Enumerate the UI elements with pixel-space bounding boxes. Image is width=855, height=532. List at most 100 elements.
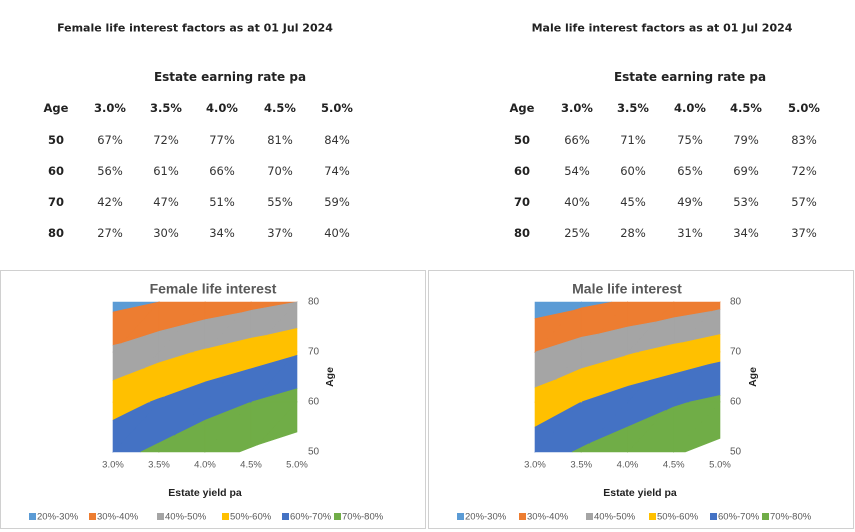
- legend-swatch: [282, 513, 289, 520]
- table-cell: 57%: [791, 195, 817, 209]
- x-tick-label: 4.5%: [240, 460, 262, 471]
- table-cell: 67%: [97, 133, 123, 147]
- contour-band: [204, 347, 210, 353]
- panel: [0, 270, 426, 529]
- table-cell: 79%: [733, 133, 759, 147]
- contour-band: [580, 443, 590, 453]
- table-cell: 72%: [791, 164, 817, 178]
- x-tick-label: 5.0%: [709, 460, 731, 471]
- table-cell: 37%: [791, 226, 817, 240]
- column-header: 5.0%: [788, 101, 820, 115]
- table-cell: 45%: [620, 195, 646, 209]
- row-header: 60: [47, 164, 65, 178]
- x-axis-label: Estate yield pa: [168, 487, 242, 499]
- column-header: 4.5%: [730, 101, 762, 115]
- column-header: 4.0%: [206, 101, 238, 115]
- contour-band: [673, 363, 710, 403]
- legend-swatch: [710, 513, 717, 520]
- chart-title: Male life interest: [572, 281, 682, 297]
- table-cell: 59%: [324, 195, 350, 209]
- table-cell: 75%: [677, 133, 703, 147]
- table-cell: 28%: [620, 226, 646, 240]
- table-cell: 74%: [324, 164, 350, 178]
- table-cell: 40%: [564, 195, 590, 209]
- row-header: 60: [513, 164, 531, 178]
- y-axis-label: Age: [324, 367, 336, 387]
- legend-label: 30%-40%: [97, 512, 139, 523]
- table-cell: 51%: [209, 195, 235, 209]
- table-cell: 31%: [677, 226, 703, 240]
- table-title: Male life interest factors as at 01 Jul …: [531, 21, 793, 35]
- table-cell: 47%: [153, 195, 179, 209]
- legend-label: 40%-50%: [594, 512, 636, 523]
- column-header: 3.0%: [561, 101, 593, 115]
- legend-swatch: [89, 513, 96, 520]
- legend-swatch: [762, 513, 769, 520]
- column-header: 5.0%: [321, 101, 353, 115]
- legend-label: 20%-30%: [37, 512, 79, 523]
- legend-swatch: [649, 513, 656, 520]
- legend-swatch: [157, 513, 164, 520]
- y-tick-label: 60: [308, 397, 320, 408]
- table-cell: 42%: [97, 195, 123, 209]
- table-cell: 83%: [791, 133, 817, 147]
- row-header: 70: [513, 195, 531, 209]
- contour-band: [580, 355, 625, 403]
- legend-swatch: [29, 513, 36, 520]
- table-cell: 60%: [620, 164, 646, 178]
- contour-band: [158, 324, 185, 353]
- column-header: 3.0%: [94, 101, 126, 115]
- table-cell: 54%: [564, 164, 590, 178]
- legend-label: 30%-40%: [527, 512, 569, 523]
- y-tick-label: 80: [308, 297, 320, 308]
- y-tick-label: 50: [730, 447, 742, 458]
- x-axis-label: Estate yield pa: [603, 487, 677, 499]
- legend-label: 60%-70%: [718, 512, 760, 523]
- table-cell: 55%: [267, 195, 293, 209]
- contour-band: [627, 410, 667, 453]
- legend-label: 60%-70%: [290, 512, 332, 523]
- contour-band: [627, 321, 657, 353]
- x-tick-label: 3.0%: [524, 460, 546, 471]
- table-subtitle: Estate earning rate pa: [153, 70, 307, 84]
- contour-band: [204, 374, 232, 403]
- table-cell: 65%: [677, 164, 703, 178]
- legend-label: 50%-60%: [230, 512, 272, 523]
- y-tick-label: 50: [308, 447, 320, 458]
- table-cell: 40%: [324, 226, 350, 240]
- contour-band: [534, 401, 582, 453]
- x-tick-label: 5.0%: [286, 460, 308, 471]
- legend-label: 40%-50%: [165, 512, 207, 523]
- table-cell: 34%: [209, 226, 235, 240]
- column-header: 4.0%: [674, 101, 706, 115]
- table-cell: 69%: [733, 164, 759, 178]
- contour-band: [204, 401, 252, 453]
- table-cell: 30%: [153, 226, 179, 240]
- table-cell: 49%: [677, 195, 703, 209]
- contour-band: [158, 396, 165, 403]
- y-tick-label: 80: [730, 297, 742, 308]
- table-title: Female life interest factors as at 01 Ju…: [57, 21, 333, 35]
- table-cell: 77%: [209, 133, 235, 147]
- x-tick-label: 3.5%: [148, 460, 170, 471]
- contour-band: [158, 435, 175, 453]
- panel: [428, 270, 854, 529]
- contour-band: [112, 368, 144, 403]
- x-tick-label: 3.0%: [102, 460, 124, 471]
- row-header: 50: [47, 133, 65, 147]
- x-tick-label: 4.0%: [194, 460, 216, 471]
- row-header: 70: [47, 195, 65, 209]
- contour-band: [250, 334, 268, 353]
- contour-band: [580, 333, 599, 353]
- table-subtitle: Estate earning rate pa: [613, 70, 767, 84]
- column-header: 3.5%: [617, 101, 649, 115]
- legend-swatch: [222, 513, 229, 520]
- row-header: 80: [47, 226, 65, 240]
- y-tick-label: 70: [730, 347, 742, 358]
- legend-swatch: [519, 513, 526, 520]
- row-header: 80: [513, 226, 531, 240]
- table-cell: 56%: [97, 164, 123, 178]
- x-tick-label: 4.5%: [663, 460, 685, 471]
